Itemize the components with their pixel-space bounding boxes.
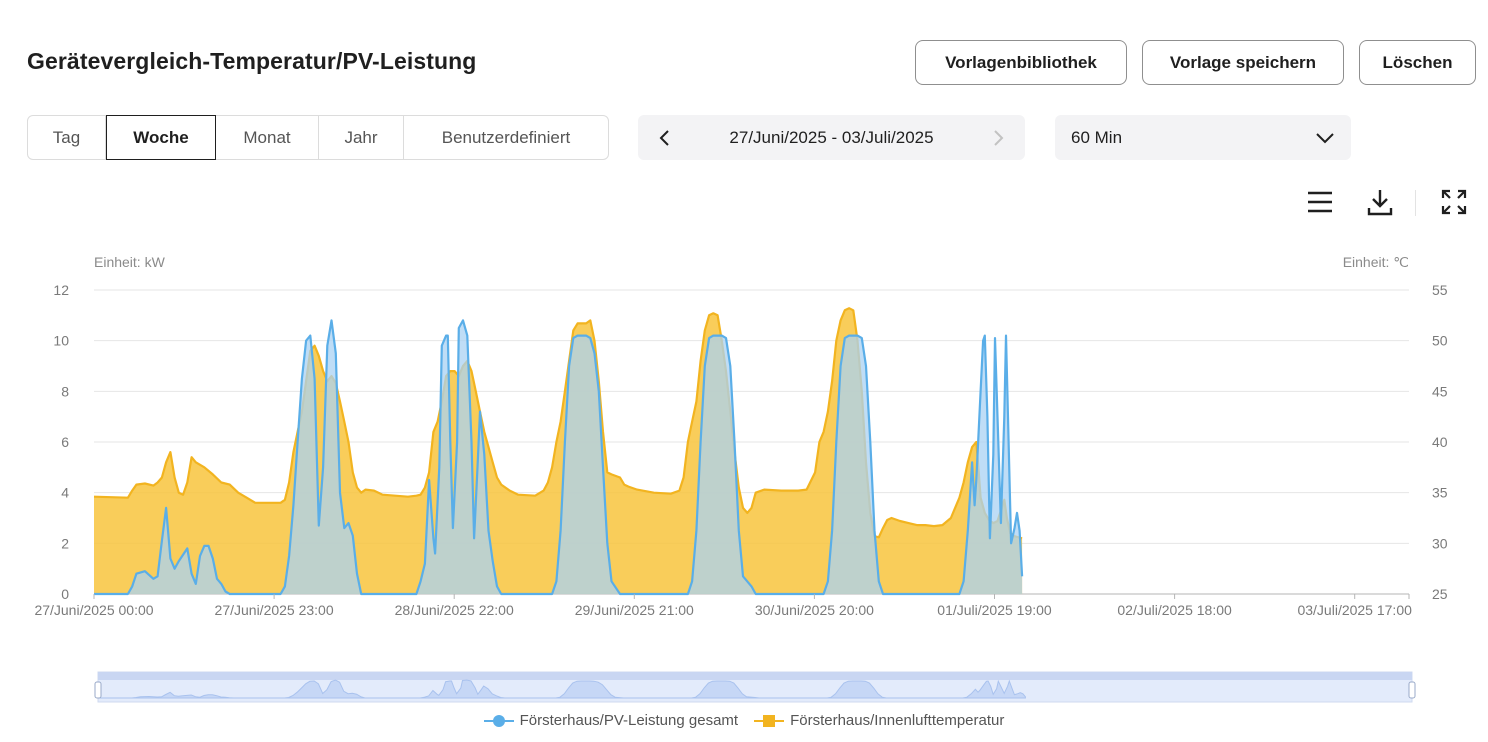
right-tick-label: 30 (1432, 535, 1448, 551)
series-line-pv (94, 319, 1024, 596)
x-tick-label: 27/Juni/2025 23:00 (215, 602, 334, 618)
left-unit-label: Einheit: kW (94, 254, 166, 270)
date-range-label[interactable]: 27/Juni/2025 - 03/Juli/2025 (729, 127, 934, 147)
legend-item-pv[interactable]: Försterhaus/PV-Leistung gesamt (483, 712, 739, 729)
save-template-button[interactable]: Vorlage speichern (1142, 40, 1344, 85)
toolbar-divider (1415, 190, 1416, 216)
legend: Försterhaus/PV-Leistung gesamt Försterha… (0, 712, 1488, 729)
x-axis: 27/Juni/2025 00:00 27/Juni/2025 23:00 28/J… (34, 594, 1412, 618)
left-tick-label: 12 (53, 282, 69, 298)
right-tick-label: 55 (1432, 282, 1448, 298)
chevron-right-icon[interactable] (971, 115, 1025, 160)
right-axis: 25 30 35 40 45 50 55 (1432, 282, 1448, 602)
tab-day[interactable]: Tag (28, 116, 106, 159)
tab-year[interactable]: Jahr (319, 116, 404, 159)
left-axis: 0 2 4 6 8 10 12 (53, 282, 69, 602)
period-selector: Tag Woche Monat Jahr Benutzerdefiniert (27, 115, 609, 160)
x-tick-label: 30/Juni/2025 20:00 (755, 602, 874, 618)
zoom-handle-right[interactable] (1408, 681, 1416, 699)
zoom-handle-left[interactable] (94, 681, 102, 699)
x-tick-label: 27/Juni/2025 00:00 (34, 602, 153, 618)
download-icon[interactable] (1364, 186, 1396, 218)
right-tick-label: 25 (1432, 586, 1448, 602)
fullscreen-icon[interactable] (1438, 186, 1470, 218)
date-range-picker: 27/Juni/2025 - 03/Juli/2025 (638, 115, 1025, 160)
x-tick-label: 29/Juni/2025 21:00 (575, 602, 694, 618)
comparison-chart: Einheit: kW Einheit: ℃ 0 2 4 6 8 10 12 25 30 35 4… (34, 254, 1448, 703)
left-tick-label: 0 (61, 586, 69, 602)
x-tick-label: 02/Juli/2025 18:00 (1117, 602, 1232, 618)
right-unit-label: Einheit: ℃ (1343, 254, 1409, 270)
menu-icon[interactable] (1304, 186, 1336, 218)
left-tick-label: 2 (61, 535, 69, 551)
x-tick-label: 28/Juni/2025 22:00 (395, 602, 514, 618)
right-tick-label: 35 (1432, 485, 1448, 501)
x-tick-label: 01/Juli/2025 19:00 (937, 602, 1052, 618)
legend-item-temp[interactable]: Försterhaus/Innenlufttemperatur (754, 712, 1004, 729)
zoom-top-bar (98, 672, 1412, 680)
tab-month[interactable]: Monat (216, 116, 319, 159)
series-line-temp (93, 307, 1023, 540)
interval-select[interactable]: 60 Min (1055, 115, 1351, 160)
right-tick-label: 40 (1432, 434, 1448, 450)
chevron-left-icon[interactable] (638, 115, 692, 160)
right-tick-label: 50 (1432, 333, 1448, 349)
left-tick-label: 8 (61, 383, 69, 399)
left-tick-label: 6 (61, 434, 69, 450)
x-tick-label: 03/Juli/2025 17:00 (1297, 602, 1412, 618)
right-tick-label: 45 (1432, 383, 1448, 399)
template-library-button[interactable]: Vorlagenbibliothek (915, 40, 1127, 85)
left-tick-label: 10 (53, 333, 69, 349)
zoom-slider[interactable] (94, 671, 1416, 703)
series-areas (93, 307, 1024, 596)
tab-custom[interactable]: Benutzerdefiniert (441, 127, 571, 147)
zoom-preview (98, 679, 1026, 699)
left-tick-label: 4 (61, 485, 69, 501)
chevron-down-icon (1316, 132, 1334, 143)
legend-label-temp: Försterhaus/Innenlufttemperatur (790, 712, 1005, 729)
delete-button[interactable]: Löschen (1359, 40, 1476, 85)
legend-label-pv: Försterhaus/PV-Leistung gesamt (519, 712, 739, 729)
page-title: Gerätevergleich-Temperatur/PV-Leistung (27, 48, 477, 74)
tab-week[interactable]: Woche (106, 115, 216, 160)
interval-value: 60 Min (1071, 127, 1123, 147)
